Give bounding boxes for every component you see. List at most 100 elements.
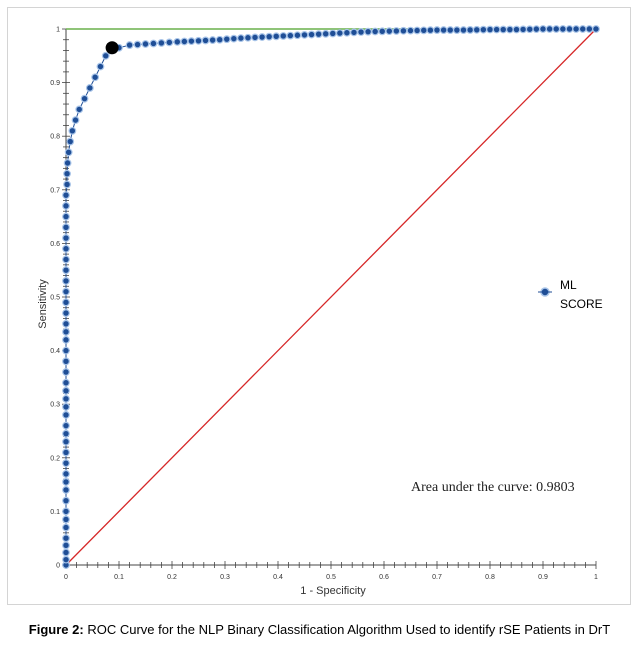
x-tick-label: 0.3 [220, 574, 230, 581]
caption-label: Figure 2: [28, 622, 84, 637]
data-point [236, 34, 245, 43]
data-point [62, 346, 70, 355]
data-point [565, 25, 574, 33]
data-point [385, 27, 394, 36]
data-point [149, 39, 158, 48]
data-point [572, 25, 581, 33]
data-point [459, 26, 468, 34]
data-point [472, 25, 481, 34]
data-point [433, 26, 441, 34]
data-point [343, 28, 351, 37]
data-point [279, 32, 288, 40]
data-point [62, 234, 70, 242]
data-point [371, 27, 380, 36]
y-tick-label: 0.5 [50, 295, 60, 302]
y-tick-label: 0.4 [50, 348, 60, 355]
x-tick-label: 0.9 [538, 574, 548, 581]
y-tick-label: 0.6 [50, 241, 60, 248]
data-point [133, 40, 142, 49]
data-point [62, 327, 70, 336]
legend: ML SCORE [538, 278, 603, 311]
data-point [558, 25, 567, 33]
y-tick-label: 1 [56, 27, 60, 34]
y-tick-label: 0 [56, 563, 60, 570]
y-axis-label: Sensitivity [37, 279, 49, 329]
data-point [62, 357, 70, 366]
x-tick-label: 0.5 [326, 574, 336, 581]
x-tick-label: 0.6 [379, 574, 389, 581]
y-tick-label: 0.9 [50, 80, 60, 87]
x-tick-label: 0.2 [167, 574, 177, 581]
data-point [479, 25, 488, 34]
data-point [419, 26, 428, 35]
data-point [578, 25, 587, 33]
data-point [286, 31, 295, 40]
data-point [265, 32, 274, 41]
chart-frame: 0 0.1 0.2 0.3 0.4 0.5 0.6 0.7 0.8 0.9 1 0 0.1 0.2 0.3 0… [7, 7, 631, 605]
data-point [592, 25, 600, 33]
x-tick-label: 1 [594, 574, 598, 581]
data-point [62, 507, 70, 516]
data-point [505, 25, 514, 34]
auc-annotation: Area under the curve: 0.9803 [411, 480, 575, 495]
data-point [62, 319, 70, 328]
data-point [62, 478, 70, 486]
x-tick-label: 0.4 [273, 574, 283, 581]
data-point [585, 25, 594, 33]
data-point [62, 534, 70, 543]
data-point [62, 378, 70, 387]
data-point [532, 25, 541, 34]
data-point [80, 94, 89, 103]
figure-caption: Figure 2: ROC Curve for the NLP Binary C… [0, 622, 639, 637]
data-point [62, 298, 70, 307]
roc-chart: 0 0.1 0.2 0.3 0.4 0.5 0.6 0.7 0.8 0.9 1 0 0.1 0.2 0.3 0… [37, 25, 603, 597]
data-point [399, 26, 408, 35]
x-axis-label: 1 - Specificity [300, 585, 366, 597]
data-point [66, 137, 75, 146]
y-tick-label: 0.2 [50, 455, 60, 462]
data-point [91, 73, 100, 82]
data-point [62, 223, 70, 232]
data-point [180, 37, 189, 46]
data-point [62, 496, 70, 505]
data-point [519, 25, 528, 34]
data-point [229, 34, 238, 43]
data-point [96, 62, 105, 71]
data-point [244, 33, 252, 42]
data-point [75, 105, 84, 114]
data-point [62, 201, 70, 210]
data-point [63, 180, 71, 189]
data-point [62, 421, 70, 430]
data-point [378, 27, 387, 36]
data-point [62, 448, 70, 457]
optimal-threshold-point [105, 41, 119, 55]
data-point [321, 29, 330, 38]
data-point [258, 33, 267, 41]
data-point [62, 394, 70, 403]
data-point [62, 486, 70, 494]
data-point [62, 523, 70, 532]
data-point [62, 255, 70, 264]
data-points [62, 25, 600, 569]
data-point [101, 51, 110, 60]
data-point [125, 41, 134, 49]
data-point [62, 555, 70, 564]
y-tick-label: 0.3 [50, 402, 60, 409]
data-point [357, 28, 365, 36]
data-point [62, 548, 70, 557]
x-tick-label: 0.1 [114, 574, 124, 581]
data-point [141, 40, 150, 48]
data-point [545, 25, 554, 33]
legend-label-line2: SCORE [560, 297, 603, 311]
data-point [215, 35, 224, 44]
data-point [62, 429, 70, 438]
data-point [62, 459, 70, 468]
data-point [406, 26, 415, 35]
data-point [335, 29, 344, 38]
data-point [62, 541, 70, 550]
data-point [62, 402, 70, 411]
data-point [194, 36, 203, 45]
data-point [392, 27, 401, 35]
data-point [62, 287, 70, 296]
data-point [413, 26, 422, 35]
